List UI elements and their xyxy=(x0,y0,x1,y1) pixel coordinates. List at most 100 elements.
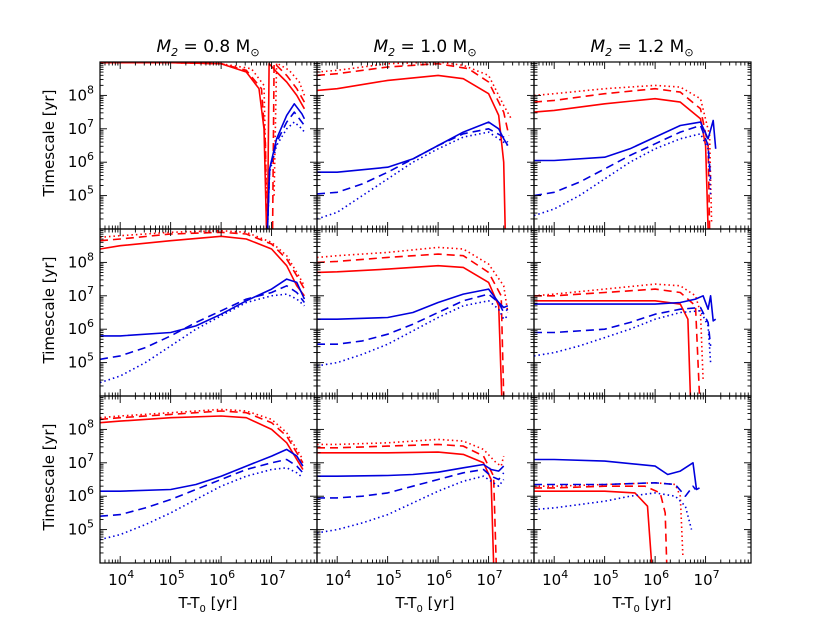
y-tick-label: 108 xyxy=(68,250,94,271)
column-title-0: M2 = 0.8 M⊙ xyxy=(156,37,259,59)
blue-dashed-line xyxy=(534,482,697,497)
red-solid-line xyxy=(317,264,503,396)
blue-dotted-line xyxy=(266,121,306,229)
red-dotted-line xyxy=(100,408,304,460)
panel-frame xyxy=(533,228,752,397)
blue-dotted-line xyxy=(534,133,712,217)
red-dotted-line xyxy=(100,62,268,196)
y-axis-label-row-0: Timescale [yr] xyxy=(40,90,58,198)
blue-dashed-line xyxy=(317,468,505,499)
x-tick-label: 104 xyxy=(108,568,134,589)
panel-r0-c2 xyxy=(533,61,752,230)
panel-r0-c1 xyxy=(316,61,535,230)
panel-r2-c0: 105 106 107 108 104 105 106 107 xyxy=(68,395,318,589)
panel-r1-c2 xyxy=(533,228,752,397)
red-dotted-line xyxy=(273,62,306,196)
red-solid-line xyxy=(100,62,268,229)
x-tick-label: 105 xyxy=(593,568,619,589)
x-tick-label: 105 xyxy=(376,568,402,589)
blue-dashed-line xyxy=(100,285,306,361)
red-dashed-line xyxy=(100,62,268,229)
blue-solid-line xyxy=(534,295,717,322)
panel-frame xyxy=(99,228,318,397)
red-dashed-line xyxy=(317,62,510,136)
panel-frame xyxy=(316,395,535,564)
blue-solid-line xyxy=(100,278,306,337)
x-axis-label-col-2: T-T0 [yr] xyxy=(612,594,672,615)
series-group xyxy=(317,62,512,229)
blue-solid-line xyxy=(266,103,306,229)
y-tick-label: 106 xyxy=(68,150,94,171)
red-dashed-line xyxy=(317,443,497,563)
series-group xyxy=(317,438,505,563)
panel-frame xyxy=(533,61,752,230)
panel-r2-c2: 104 105 106 107 xyxy=(533,395,752,589)
panel-r1-c0: 105 106 107 108 xyxy=(68,228,318,397)
red-dashed-line xyxy=(534,288,701,396)
blue-dashed-line xyxy=(317,128,509,195)
blue-dotted-line xyxy=(100,467,304,541)
x-tick-label: 104 xyxy=(542,568,568,589)
blue-dotted-line xyxy=(534,310,712,363)
blue-solid-line xyxy=(100,448,304,492)
blue-dotted-line xyxy=(317,131,509,220)
y-tick-label: 107 xyxy=(68,117,94,138)
x-tick-label: 106 xyxy=(209,568,235,589)
x-tick-label: 106 xyxy=(643,568,669,589)
red-dashed-line xyxy=(534,485,668,563)
blue-dotted-line xyxy=(534,492,693,530)
red-solid-line xyxy=(534,490,653,563)
red-dashed-line xyxy=(100,410,304,464)
red-solid-line xyxy=(100,235,306,297)
blue-dashed-line xyxy=(534,124,712,197)
blue-dashed-line xyxy=(534,306,712,346)
red-solid-line xyxy=(266,62,306,229)
x-tick-label: 104 xyxy=(325,568,351,589)
red-solid-line xyxy=(534,97,709,229)
y-tick-label: 107 xyxy=(68,284,94,305)
y-axis-label-row-1: Timescale [yr] xyxy=(40,257,58,365)
panel-frame xyxy=(533,395,752,564)
y-axis-label-row-2: Timescale [yr] xyxy=(40,424,58,532)
column-title-1: M2 = 1.0 M⊙ xyxy=(373,37,476,59)
x-axis-label-col-1: T-T0 [yr] xyxy=(395,594,455,615)
red-dashed-line xyxy=(100,231,306,290)
panel-frame xyxy=(99,61,318,230)
panel-r0-c0: 105 106 107 108 xyxy=(68,61,318,230)
blue-solid-line xyxy=(317,463,505,477)
blue-dashed-line xyxy=(100,458,304,517)
y-tick-label: 105 xyxy=(68,518,94,539)
series-group xyxy=(100,62,306,229)
series-group xyxy=(534,458,700,563)
y-tick-label: 107 xyxy=(68,451,94,472)
red-dotted-line xyxy=(317,438,505,467)
red-dotted-line xyxy=(317,246,509,313)
x-tick-label: 107 xyxy=(694,568,720,589)
blue-solid-line xyxy=(317,121,509,173)
blue-dashed-line xyxy=(266,111,306,229)
y-tick-label: 106 xyxy=(68,484,94,505)
x-axis-label-col-0: T-T0 [yr] xyxy=(178,594,238,615)
red-solid-line xyxy=(317,74,506,229)
series-group xyxy=(100,408,304,541)
series-group xyxy=(534,84,717,229)
series-group xyxy=(534,283,717,396)
series-group xyxy=(317,246,509,396)
red-dashed-line xyxy=(534,87,711,229)
blue-dotted-line xyxy=(317,300,509,367)
blue-solid-line xyxy=(534,458,700,491)
blue-dotted-line xyxy=(100,293,305,384)
column-title-2: M2 = 1.2 M⊙ xyxy=(590,37,693,59)
red-dotted-line xyxy=(534,283,704,380)
red-dashed-line xyxy=(271,62,306,229)
x-tick-label: 106 xyxy=(426,568,452,589)
series-group xyxy=(100,229,306,384)
red-dotted-line xyxy=(534,482,684,557)
x-tick-label: 107 xyxy=(260,568,286,589)
y-tick-label: 108 xyxy=(68,83,94,104)
panel-r2-c1: 104 105 106 107 xyxy=(316,395,535,589)
y-tick-label: 106 xyxy=(68,317,94,338)
red-solid-line xyxy=(317,451,495,563)
